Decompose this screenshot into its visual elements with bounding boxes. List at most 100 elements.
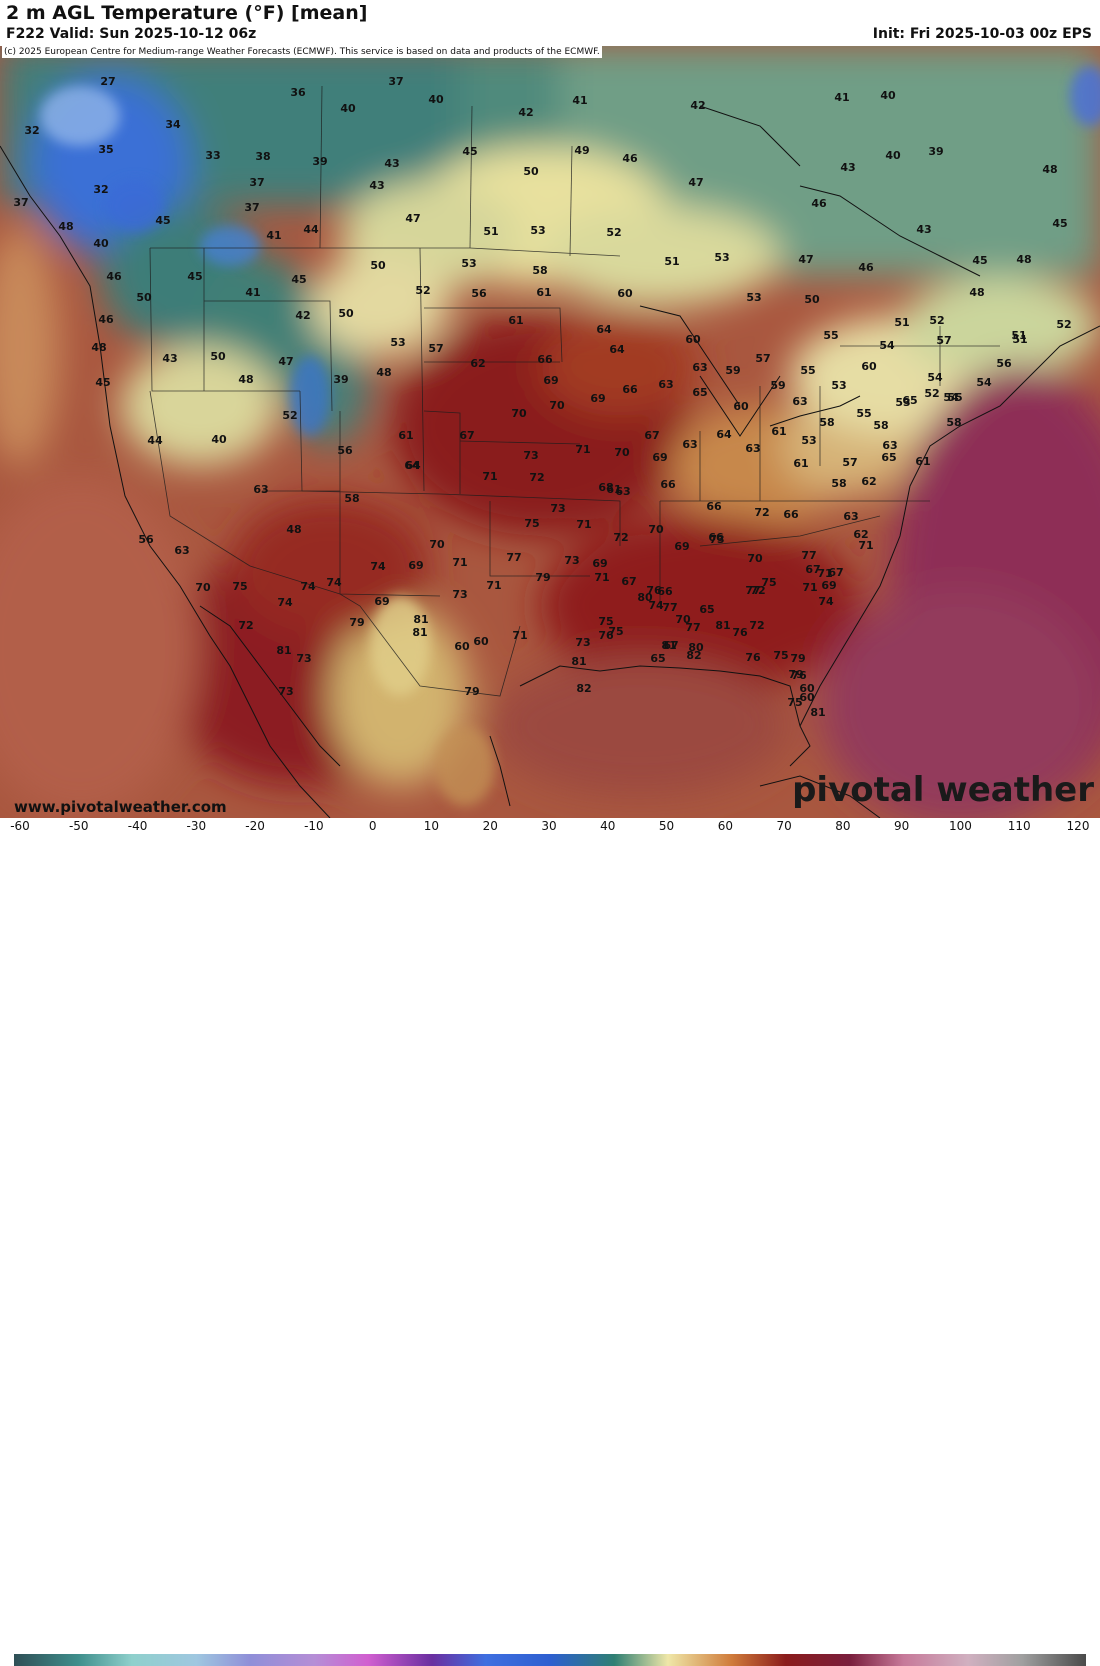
temperature-label: 63 — [882, 439, 897, 452]
map-svg: 27 37 36 40 41 42 41 40 32 34 40 42 35 33 38 39 43 45 49 46… — [0, 46, 1100, 818]
temperature-label: 45 — [95, 376, 110, 389]
temperature-label: 55 — [947, 391, 962, 404]
temperature-label: 47 — [688, 176, 703, 189]
temperature-label: 48 — [91, 341, 106, 354]
temperature-label: 79 — [790, 652, 805, 665]
temperature-map[interactable]: 27 37 36 40 41 42 41 40 32 34 40 42 35 33 38 39 43 45 49 46… — [0, 46, 1100, 818]
temperature-label: 63 — [792, 395, 807, 408]
temperature-label: 48 — [238, 373, 253, 386]
temperature-label: 58 — [946, 416, 961, 429]
temperature-label: 47 — [278, 355, 293, 368]
legend-tick: -10 — [304, 819, 324, 833]
temperature-label: 73 — [575, 636, 590, 649]
legend-tick: 70 — [776, 819, 792, 833]
temperature-label: 61 — [793, 457, 808, 470]
legend-tick: 60 — [717, 819, 733, 833]
temperature-label: 72 — [613, 531, 628, 544]
temperature-label: 32 — [24, 124, 39, 137]
temperature-label: 46 — [106, 270, 122, 283]
legend-tick: 120 — [1066, 819, 1090, 833]
temperature-label: 61 — [508, 314, 523, 327]
temperature-label: 58 — [873, 419, 888, 432]
temperature-label: 58 — [532, 264, 547, 277]
header: 2 m AGL Temperature (°F) [mean] F222 Val… — [0, 0, 1100, 46]
temperature-label: 62 — [861, 475, 876, 488]
temperature-label: 51 — [664, 255, 679, 268]
temperature-label: 65 — [881, 451, 896, 464]
coastlines — [0, 105, 1100, 818]
temperature-label: 71 — [575, 443, 590, 456]
temperature-label: 45 — [187, 270, 202, 283]
temperature-label: 75 — [787, 696, 802, 709]
temperature-label: 71 — [817, 567, 832, 580]
temperature-label: 74 — [277, 596, 293, 609]
temperature-label: 51 — [894, 316, 909, 329]
temperature-label: 37 — [388, 75, 403, 88]
temperature-label: 40 — [880, 89, 896, 102]
temperature-label: 45 — [1052, 217, 1067, 230]
legend-tick: -20 — [245, 819, 265, 833]
temperature-label: 44 — [147, 434, 163, 447]
temperature-field — [0, 46, 1100, 818]
temperature-label: 80 — [688, 641, 704, 654]
temperature-label: 63 — [692, 361, 707, 374]
temperature-label: 47 — [405, 212, 420, 225]
legend-tick: 0 — [368, 819, 377, 833]
temperature-label: 50 — [370, 259, 386, 272]
legend-tick: 30 — [541, 819, 557, 833]
valid-time: F222 Valid: Sun 2025-10-12 06z — [6, 26, 257, 42]
temperature-label: 57 — [936, 334, 951, 347]
temperature-label: 53 — [714, 251, 729, 264]
temperature-label: 54 — [879, 339, 895, 352]
temperature-label: 54 — [976, 376, 992, 389]
temperature-label: 50 — [136, 291, 152, 304]
temperature-label: 43 — [916, 223, 931, 236]
temperature-label: 60 — [473, 635, 489, 648]
temperature-label: 73 — [550, 502, 565, 515]
temperature-label: 77 — [685, 621, 700, 634]
legend-tick: 90 — [894, 819, 910, 833]
temperature-label: 77 — [745, 584, 760, 597]
temperature-label: 67 — [644, 429, 659, 442]
temperature-label: 46 — [858, 261, 874, 274]
temperature-label: 51 — [1011, 329, 1026, 342]
temperature-label: 50 — [804, 293, 820, 306]
temperature-label: 45 — [291, 273, 306, 286]
temperature-label: 81 — [571, 655, 586, 668]
temperature-label: 72 — [238, 619, 253, 632]
temperature-label: 66 — [706, 500, 722, 513]
website-url[interactable]: www.pivotalweather.com — [14, 798, 227, 816]
temperature-label: 64 — [596, 323, 612, 336]
temperature-label: 79 — [349, 616, 364, 629]
temperature-label: 48 — [376, 366, 391, 379]
legend-tick: -50 — [68, 819, 89, 833]
temperature-label: 81 — [276, 644, 291, 657]
temperature-label: 73 — [296, 652, 311, 665]
temperature-label: 70 — [511, 407, 527, 420]
temperature-label: 65 — [699, 603, 714, 616]
temperature-label: 82 — [686, 649, 701, 662]
temperature-label: 73 — [523, 449, 538, 462]
temperature-label: 45 — [155, 214, 170, 227]
temperature-label: 53 — [746, 291, 761, 304]
temperature-label: 76 — [745, 651, 761, 664]
brand-logo: pivotal weather — [792, 770, 1094, 810]
init-time: Init: Fri 2025-10-03 00z EPS — [872, 26, 1092, 42]
temperature-label: 81 — [412, 626, 427, 639]
temperature-label: 39 — [333, 373, 348, 386]
temperature-label: 52 — [1056, 318, 1071, 331]
temperature-label: 48 — [58, 220, 73, 233]
temperature-label: 46 — [811, 197, 827, 210]
temperature-label: 64 — [609, 343, 625, 356]
temperature-label: 66 — [537, 353, 553, 366]
temperature-label: 39 — [928, 145, 943, 158]
legend-tick: -40 — [127, 819, 148, 833]
temperature-label: 73 — [452, 588, 467, 601]
temperature-label: 63 — [658, 378, 673, 391]
temperature-label: 42 — [690, 99, 705, 112]
temperature-label: 56 — [337, 444, 353, 457]
temperature-label: 55 — [823, 329, 838, 342]
temperature-label: 66 — [657, 585, 673, 598]
temperature-label: 70 — [614, 446, 630, 459]
temperature-label: 71 — [482, 470, 497, 483]
